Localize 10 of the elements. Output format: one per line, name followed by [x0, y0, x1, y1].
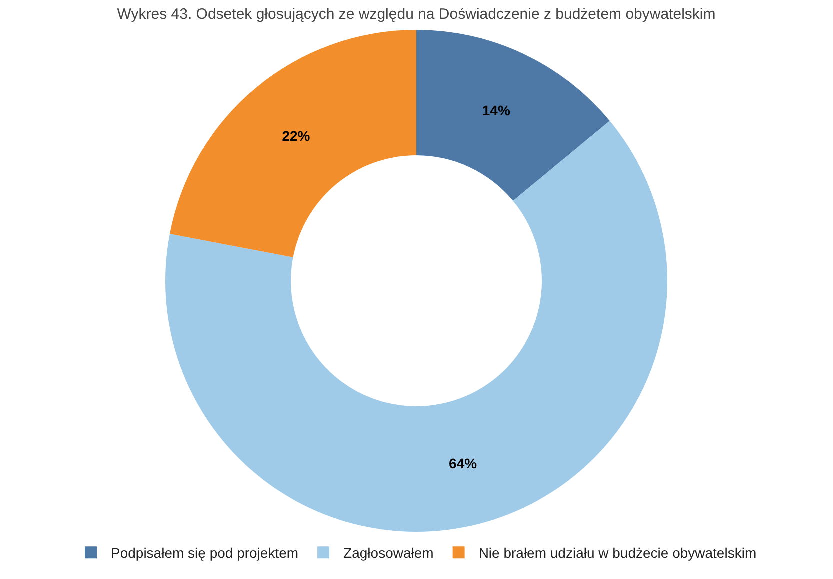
- legend-label: Podpisałem się pod projektem: [111, 545, 299, 562]
- data-label: 14%: [482, 102, 511, 119]
- chart-title: Wykres 43. Odsetek głosujących ze względu na Doświadczenie z budżetem obywatelskim: [117, 6, 716, 24]
- data-label: 64%: [449, 455, 478, 472]
- data-label: 22%: [282, 128, 311, 144]
- legend-label: Nie brałem udziału w budżecie obywatelskim: [478, 545, 757, 562]
- donut-slice: [166, 121, 668, 532]
- donut-slice: [170, 30, 416, 258]
- legend-label: Zagłosowałem: [344, 545, 434, 562]
- donut-slice: [416, 30, 610, 202]
